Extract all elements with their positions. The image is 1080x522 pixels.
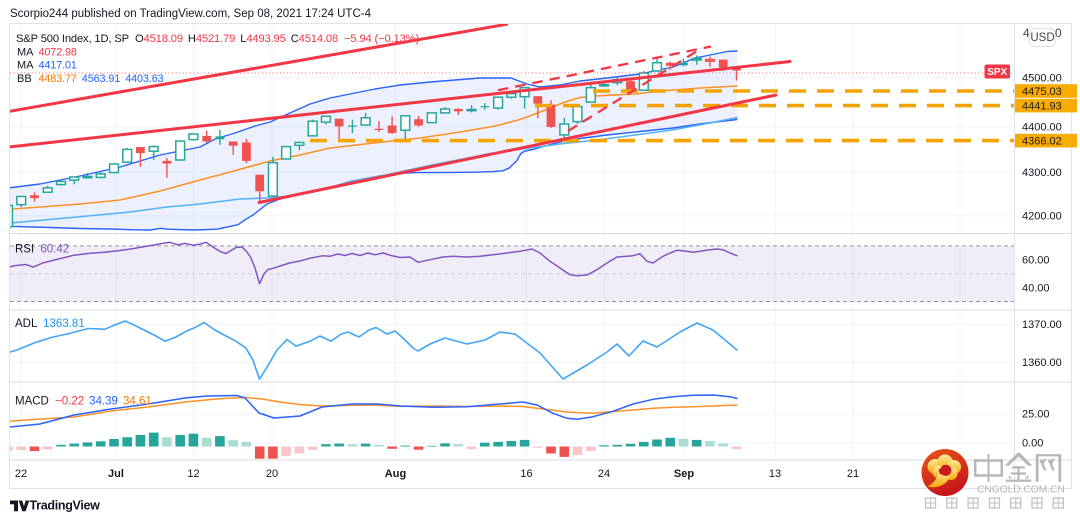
svg-text:4: 4 bbox=[1023, 26, 1030, 40]
svg-text:Jul: Jul bbox=[108, 468, 124, 480]
svg-text:60.00: 60.00 bbox=[1022, 255, 1050, 267]
svg-text:4417.01: 4417.01 bbox=[39, 60, 77, 72]
svg-text:4300.00: 4300.00 bbox=[1022, 167, 1062, 179]
svg-text:Aug: Aug bbox=[385, 468, 406, 480]
svg-text:0.00: 0.00 bbox=[1022, 438, 1043, 450]
svg-text:4500.00: 4500.00 bbox=[1022, 72, 1062, 84]
svg-text:BB: BB bbox=[17, 73, 32, 85]
svg-text:SPX: SPX bbox=[987, 67, 1007, 78]
svg-text:RSI 60.42: RSI 60.42 bbox=[15, 244, 69, 256]
svg-text:CNGOLD.COM.CN: CNGOLD.COM.CN bbox=[977, 485, 1065, 496]
svg-text:20: 20 bbox=[266, 468, 278, 480]
svg-text:MA: MA bbox=[17, 47, 34, 59]
svg-text:Scorpio244 published on Tradin: Scorpio244 published on TradingView.com,… bbox=[10, 8, 372, 20]
svg-text:ADL 1363.81: ADL 1363.81 bbox=[15, 318, 85, 330]
svg-text:4200.00: 4200.00 bbox=[1022, 211, 1062, 223]
svg-text:21: 21 bbox=[847, 468, 859, 480]
svg-text:1370.00: 1370.00 bbox=[1022, 319, 1062, 331]
svg-text:4366.02: 4366.02 bbox=[1022, 135, 1062, 147]
svg-text:13: 13 bbox=[769, 468, 781, 480]
svg-text:TradingView: TradingView bbox=[30, 499, 101, 513]
svg-text:4483.77: 4483.77 bbox=[39, 73, 77, 85]
svg-text:USD: USD bbox=[1030, 32, 1054, 44]
svg-text:4563.91: 4563.91 bbox=[82, 73, 120, 85]
svg-text:16: 16 bbox=[520, 468, 532, 480]
svg-text:4475.03: 4475.03 bbox=[1022, 86, 1062, 98]
svg-text:4400.00: 4400.00 bbox=[1022, 122, 1062, 134]
svg-text:4441.93: 4441.93 bbox=[1022, 100, 1062, 112]
svg-text:1360.00: 1360.00 bbox=[1022, 357, 1062, 369]
svg-text:4403.63: 4403.63 bbox=[125, 73, 163, 85]
svg-text:Sep: Sep bbox=[674, 468, 694, 480]
svg-text:40.00: 40.00 bbox=[1022, 283, 1050, 295]
svg-text:4072.98: 4072.98 bbox=[39, 47, 77, 59]
svg-text:24: 24 bbox=[598, 468, 610, 480]
svg-text:22: 22 bbox=[15, 468, 27, 480]
svg-text:25.00: 25.00 bbox=[1022, 409, 1050, 421]
svg-text:12: 12 bbox=[187, 468, 199, 480]
svg-text:MA: MA bbox=[17, 60, 34, 72]
svg-text:0: 0 bbox=[1055, 26, 1062, 40]
